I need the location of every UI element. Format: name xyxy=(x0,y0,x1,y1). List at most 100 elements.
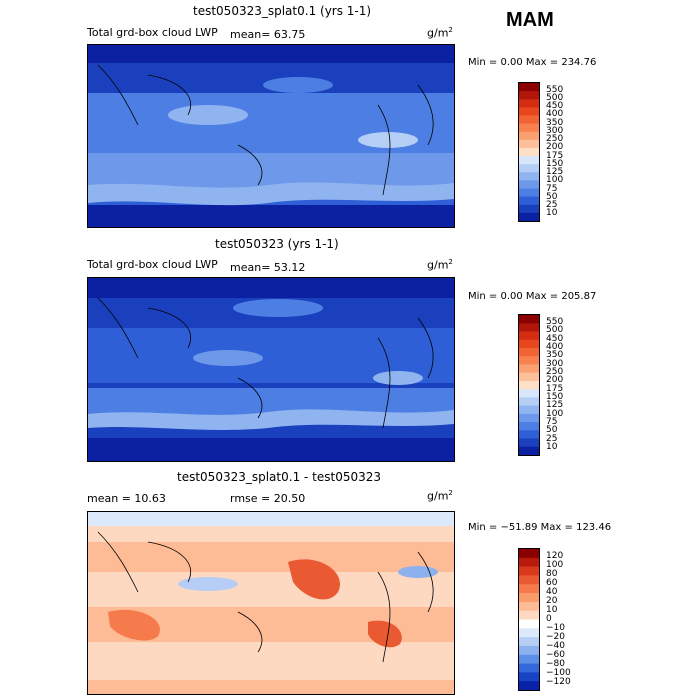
panel2-patch xyxy=(193,350,263,366)
colorbar-swatch xyxy=(519,156,539,165)
colorbar-swatch xyxy=(519,356,539,365)
colorbar-tick-label: −20 xyxy=(546,631,565,642)
colorbar-swatch xyxy=(519,557,539,568)
panel3-polar-north xyxy=(88,512,454,526)
colorbar-swatch xyxy=(519,575,539,585)
panel3-negative-region xyxy=(398,566,438,578)
colorbar-swatch xyxy=(519,107,539,116)
colorbar-tick-label: 100 xyxy=(546,560,564,571)
panel1-units: g/m2 xyxy=(427,26,453,40)
colorbar-tick-label: 550 xyxy=(546,316,564,327)
colorbar-tick-label: 250 xyxy=(546,367,564,377)
colorbar-swatch xyxy=(519,601,539,612)
colorbar-tick-label: 200 xyxy=(546,375,564,386)
colorbar-tick-label: 75 xyxy=(546,183,558,194)
colorbar-swatch xyxy=(519,331,539,341)
colorbar-tick-label: 25 xyxy=(546,433,558,444)
colorbar-tick-label: 120 xyxy=(546,551,564,562)
panel2-map-svg xyxy=(88,278,454,461)
colorbar-swatch xyxy=(519,645,539,656)
panel2-polar-south xyxy=(88,438,454,461)
colorbar-swatch xyxy=(519,593,539,603)
colorbar-swatch xyxy=(519,430,539,440)
colorbar-tick-label: 500 xyxy=(546,93,564,103)
colorbar-tick-label: 10 xyxy=(546,442,558,453)
panel1-patch xyxy=(168,105,248,125)
colorbar-tick-label: 100 xyxy=(546,175,564,186)
colorbar-tick-label: 50 xyxy=(546,191,558,202)
panel1-colorbar-svg xyxy=(519,83,539,222)
colorbar-swatch xyxy=(519,372,539,382)
colorbar-swatch xyxy=(519,323,539,332)
panel3-map-svg xyxy=(88,512,454,694)
colorbar-swatch xyxy=(519,619,539,629)
colorbar-swatch xyxy=(519,397,539,407)
colorbar-swatch xyxy=(519,212,539,222)
panel3-map xyxy=(87,511,455,695)
panel3-rmse: rmse = 20.50 xyxy=(230,492,306,505)
colorbar-swatch xyxy=(519,91,539,100)
colorbar-tick-label: 175 xyxy=(546,150,564,161)
panel3-positive-region xyxy=(368,620,402,648)
panel1-map xyxy=(87,44,455,228)
colorbar-tick-label: 300 xyxy=(546,358,564,369)
panel3-units: g/m2 xyxy=(427,489,453,503)
colorbar-swatch xyxy=(519,663,539,673)
panel3-minmax: Min = −51.89 Max = 123.46 xyxy=(468,522,612,533)
colorbar-swatch xyxy=(519,389,539,398)
panel3-polar-south xyxy=(88,680,454,694)
colorbar-swatch xyxy=(519,446,539,456)
panel2-units: g/m2 xyxy=(427,258,453,272)
season-label: MAM xyxy=(506,9,554,31)
colorbar-swatch xyxy=(519,115,539,125)
panel2-variable-label: Total grd-box cloud LWP xyxy=(87,258,218,271)
colorbar-swatch xyxy=(519,347,539,357)
colorbar-swatch xyxy=(519,131,539,141)
colorbar-swatch xyxy=(519,196,539,206)
panel1-polar-south xyxy=(88,205,454,227)
colorbar-swatch xyxy=(519,628,539,638)
colorbar-swatch xyxy=(519,99,539,108)
panel1-polar-north xyxy=(88,45,454,63)
colorbar-swatch xyxy=(519,315,539,324)
colorbar-swatch xyxy=(519,637,539,647)
colorbar-tick-label: 150 xyxy=(546,158,564,169)
colorbar-swatch xyxy=(519,422,539,431)
colorbar-swatch xyxy=(519,204,539,214)
panel3-colorbar xyxy=(518,548,540,691)
colorbar-tick-label: 75 xyxy=(546,417,558,428)
panel3-field-base xyxy=(88,512,454,694)
panel3-colorbar-svg xyxy=(519,549,539,691)
panel2-colorbar-svg xyxy=(519,315,539,456)
panel1-title: test050323_splat0.1 (yrs 1-1) xyxy=(193,4,372,18)
colorbar-tick-label: 350 xyxy=(546,350,564,361)
colorbar-swatch xyxy=(519,364,539,374)
colorbar-tick-label: 10 xyxy=(546,208,558,219)
colorbar-swatch xyxy=(519,139,539,149)
panel1-minmax: Min = 0.00 Max = 234.76 xyxy=(468,57,597,68)
colorbar-swatch xyxy=(519,681,539,691)
colorbar-tick-label: 550 xyxy=(546,84,564,95)
colorbar-tick-label: 10 xyxy=(546,605,558,616)
colorbar-tick-label: 80 xyxy=(546,569,558,580)
panel3-positive-region xyxy=(108,609,160,641)
colorbar-tick-label: 25 xyxy=(546,200,558,210)
panel1-mean: mean= 63.75 xyxy=(230,28,306,41)
panel3-mean: mean = 10.63 xyxy=(87,492,166,505)
panel2-map xyxy=(87,277,455,462)
panel1-patch xyxy=(358,132,418,148)
panel1-variable-label: Total grd-box cloud LWP xyxy=(87,26,218,39)
panel2-colorbar xyxy=(518,314,540,456)
panel3-negative-region xyxy=(178,577,238,591)
colorbar-swatch xyxy=(519,584,539,594)
colorbar-swatch xyxy=(519,123,539,133)
panel3-positive-region xyxy=(288,559,340,600)
panel1-map-svg xyxy=(88,45,454,227)
colorbar-swatch xyxy=(519,413,539,423)
panel2-mean: mean= 53.12 xyxy=(230,261,306,274)
colorbar-swatch xyxy=(519,566,539,576)
colorbar-swatch xyxy=(519,339,539,349)
colorbar-tick-label: 150 xyxy=(546,392,564,402)
colorbar-swatch xyxy=(519,405,539,415)
panel2-polar-north xyxy=(88,278,454,298)
